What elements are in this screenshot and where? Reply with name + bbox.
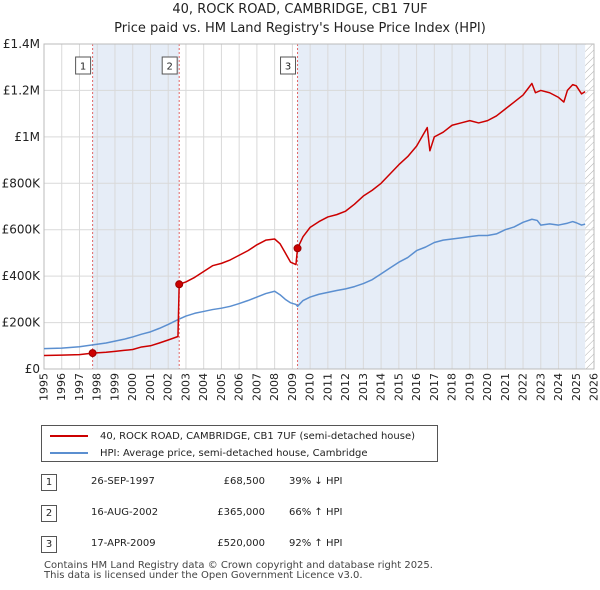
sale-marker-label: 3 — [285, 62, 291, 73]
hpi-line — [43, 218, 586, 350]
x-tick-label: 2005 — [215, 373, 228, 401]
sale-number: 3 — [41, 536, 57, 553]
sale-number: 2 — [41, 505, 57, 522]
x-tick-label: 2003 — [179, 373, 192, 401]
property-price-line — [43, 82, 586, 357]
hatched-region — [585, 44, 594, 369]
x-tick-label: 1998 — [91, 373, 104, 401]
x-tick-label: 2015 — [392, 373, 405, 401]
x-tick-label: 1996 — [55, 373, 68, 401]
sale-marker-label: 2 — [167, 62, 173, 73]
legend-item-property: 40, ROCK ROAD, CAMBRIDGE, CB1 7UF (semi-… — [50, 428, 415, 444]
y-tick-label: £1.4M — [3, 37, 40, 51]
sale-price: £365,000 — [217, 507, 265, 518]
sale-hpi-diff: 66% ↑ HPI — [289, 507, 343, 518]
legend: 40, ROCK ROAD, CAMBRIDGE, CB1 7UF (semi-… — [41, 425, 438, 462]
legend-swatch-property — [50, 435, 88, 437]
x-tick-label: 2013 — [357, 373, 370, 401]
sale-point — [88, 349, 97, 358]
x-tick-label: 2021 — [499, 373, 512, 401]
x-tick-label: 2010 — [304, 373, 317, 401]
sale-date: 26-SEP-1997 — [91, 476, 155, 487]
x-tick-label: 2022 — [517, 373, 530, 401]
x-tick-label: 2016 — [410, 373, 423, 401]
x-tick-label: 2007 — [250, 373, 263, 401]
sale-row: 2 16-AUG-2002 £365,000 66% ↑ HPI — [41, 505, 401, 525]
sale-marker-box — [75, 56, 92, 75]
sale-marker-label: 1 — [80, 62, 86, 73]
sale-hpi-diff: 92% ↑ HPI — [289, 538, 343, 549]
sale-point — [293, 244, 302, 253]
footer: Contains HM Land Registry data © Crown c… — [44, 561, 433, 581]
x-tick-label: 2012 — [339, 373, 352, 401]
x-tick-label: 2002 — [162, 373, 175, 401]
chart-svg: £0 £200K £400K £600K £800K £1M £1.2M £1.4M 1995 1… — [2, 37, 600, 401]
sale-date: 16-AUG-2002 — [91, 507, 159, 518]
y-tick-label: £0 — [25, 362, 40, 376]
y-tick-label: £1M — [14, 130, 40, 144]
x-tick-label: 2001 — [144, 373, 157, 401]
x-tick-label: 2025 — [570, 373, 583, 401]
x-tick-label: 2008 — [268, 373, 281, 401]
x-tick-label: 2018 — [446, 373, 459, 401]
chart-title: 40, ROCK ROAD, CAMBRIDGE, CB1 7UF — [172, 2, 428, 17]
sale-price: £68,500 — [223, 476, 265, 487]
ownership-band — [297, 44, 586, 369]
sale-hpi-diff: 39% ↓ HPI — [289, 476, 343, 487]
sale-marker-box — [280, 56, 297, 75]
footer-licence: This data is licensed under the Open Gov… — [44, 570, 363, 581]
legend-label-hpi: HPI: Average price, semi-detached house,… — [100, 447, 368, 459]
x-tick-label: 2026 — [588, 373, 600, 401]
legend-swatch-hpi — [50, 452, 88, 454]
x-tick-label: 2019 — [463, 373, 476, 401]
x-tick-label: 1995 — [38, 373, 51, 401]
x-tick-label: 2020 — [481, 373, 494, 401]
x-tick-label: 1997 — [73, 373, 86, 401]
x-tick-label: 1999 — [108, 373, 121, 401]
sale-date: 17-APR-2009 — [91, 538, 156, 549]
sale-point — [175, 280, 184, 289]
sale-number: 1 — [41, 474, 57, 491]
plot-frame — [43, 43, 595, 370]
chart-subtitle: Price paid vs. HM Land Registry's House … — [114, 21, 486, 36]
sale-row: 3 17-APR-2009 £520,000 92% ↑ HPI — [41, 536, 401, 556]
sale-row: 1 26-SEP-1997 £68,500 39% ↓ HPI — [41, 474, 401, 494]
x-tick-label: 2023 — [534, 373, 547, 401]
sale-price: £520,000 — [217, 538, 265, 549]
y-tick-label: £200K — [2, 316, 42, 330]
x-tick-label: 2000 — [126, 373, 139, 401]
footer-copyright: Contains HM Land Registry data © Crown c… — [44, 560, 433, 571]
x-tick-label: 2011 — [321, 373, 334, 401]
x-tick-label: 2024 — [552, 373, 565, 401]
y-tick-label: £1.2M — [3, 83, 40, 97]
y-tick-label: £400K — [2, 269, 42, 283]
x-tick-label: 2014 — [375, 373, 388, 401]
x-tick-label: 2006 — [233, 373, 246, 401]
x-tick-label: 2004 — [197, 373, 210, 401]
ownership-band — [92, 44, 180, 369]
x-tick-label: 2017 — [428, 373, 441, 401]
legend-label-property: 40, ROCK ROAD, CAMBRIDGE, CB1 7UF (semi-… — [100, 430, 416, 442]
y-tick-label: £800K — [2, 176, 42, 190]
sale-marker-box — [161, 56, 178, 75]
y-tick-label: £600K — [2, 223, 42, 237]
x-tick-label: 2009 — [286, 373, 299, 401]
legend-item-hpi: HPI: Average price, semi-detached house,… — [50, 445, 368, 461]
